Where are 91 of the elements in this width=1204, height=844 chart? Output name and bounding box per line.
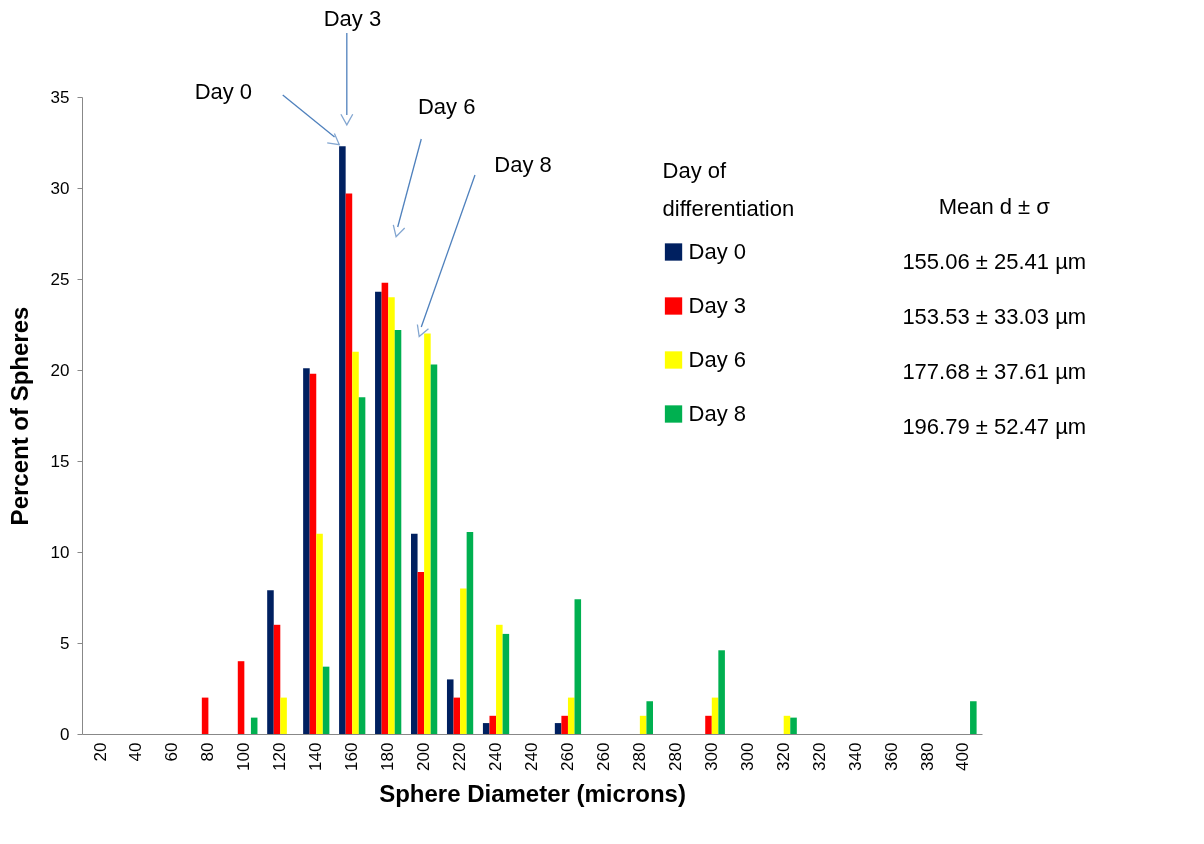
x-axis-title: Sphere Diameter (microns)	[379, 779, 686, 807]
bar	[711, 697, 719, 734]
annotation: Day 6	[417, 94, 476, 119]
x-tick-label: 400	[953, 742, 973, 771]
bar	[303, 368, 310, 734]
x-tick-label: 280	[665, 742, 685, 771]
x-tick-label: 140	[306, 742, 326, 771]
x-tick-label: 360	[881, 742, 901, 771]
bar	[388, 297, 395, 734]
annotation: 177.68 ± 37.61 µm	[902, 359, 1087, 384]
x-tick-label: 280	[629, 742, 649, 771]
bar	[394, 329, 402, 734]
x-tick-label: 300	[701, 742, 721, 771]
bar	[430, 364, 438, 734]
y-tick-label: 10	[50, 542, 70, 562]
bar	[783, 715, 791, 734]
bar	[417, 572, 425, 734]
bar	[453, 697, 461, 734]
x-tick-label: 40	[126, 742, 146, 762]
bar	[381, 282, 389, 734]
x-tick-label: 320	[809, 742, 829, 771]
text: Day 3	[323, 6, 382, 31]
bar	[574, 599, 582, 734]
x-tick-label: 180	[378, 742, 398, 771]
bar	[482, 723, 490, 734]
bar	[267, 590, 274, 734]
x-tick-label: 200	[414, 742, 434, 771]
bar	[646, 701, 653, 734]
legend-label: Day 6	[688, 347, 747, 372]
bar	[316, 533, 323, 734]
x-tick-label: 320	[773, 742, 793, 771]
x-tick-label: 120	[270, 742, 290, 771]
bar	[705, 715, 712, 734]
legend-label: Day 3	[688, 293, 747, 318]
annotation: 196.79 ± 52.47 µm	[902, 414, 1087, 439]
bar	[489, 715, 497, 734]
legend-label: Day 0	[688, 239, 747, 264]
bar	[250, 717, 258, 734]
bar	[496, 624, 503, 734]
x-tick-label: 220	[450, 742, 470, 771]
x-tick-label: 260	[557, 742, 577, 771]
bar	[970, 701, 977, 734]
bar	[237, 661, 245, 734]
annotation: Day 0	[194, 79, 253, 104]
bar	[339, 146, 346, 734]
y-axis-title: Percent of Spheres	[5, 306, 33, 526]
bar	[411, 533, 418, 734]
y-tick-label: 20	[50, 360, 70, 380]
y-tick-label: 25	[50, 269, 70, 289]
bar	[502, 633, 510, 734]
x-tick-label: 20	[90, 742, 110, 762]
bar	[718, 650, 725, 734]
x-tick-label: 60	[162, 742, 182, 762]
x-tick-label: 260	[593, 742, 613, 771]
bar	[554, 723, 562, 734]
bar	[309, 373, 317, 734]
annotation: Day 8	[494, 152, 552, 177]
x-tick-label: 240	[486, 742, 506, 771]
bar	[424, 333, 431, 734]
legend-label: Day 8	[688, 401, 747, 426]
bar	[567, 697, 575, 734]
bar	[322, 666, 330, 734]
bar	[345, 193, 353, 734]
bar	[201, 697, 209, 734]
bar	[446, 679, 454, 734]
y-tick-label: 35	[50, 87, 70, 107]
x-tick-label: 300	[737, 742, 757, 771]
x-tick-label: 240	[522, 742, 541, 771]
bar	[460, 588, 467, 734]
bar	[466, 531, 474, 734]
bar	[280, 697, 287, 734]
y-tick-label: 30	[50, 178, 70, 198]
x-tick-label: 160	[342, 742, 362, 771]
y-tick-label: 0	[60, 724, 70, 744]
bar	[639, 715, 647, 734]
legend-title: Day of differentiation	[662, 158, 795, 221]
bar	[561, 715, 568, 734]
annotation: 155.06 ± 25.41 µm	[902, 249, 1087, 274]
bar	[790, 717, 797, 734]
bar	[375, 291, 382, 734]
y-tick-label: 15	[50, 451, 70, 471]
bar	[352, 351, 359, 734]
annotation: Mean d ± σ	[938, 194, 1051, 219]
x-tick-label: 340	[845, 742, 865, 771]
bar	[273, 624, 281, 734]
x-tick-label: 80	[198, 742, 218, 762]
annotation: 153.53 ± 33.03 µm	[902, 304, 1087, 329]
y-tick-label: 5	[60, 633, 70, 653]
x-tick-label: 380	[917, 742, 937, 771]
bar	[358, 397, 366, 734]
x-tick-label: 100	[234, 742, 254, 771]
